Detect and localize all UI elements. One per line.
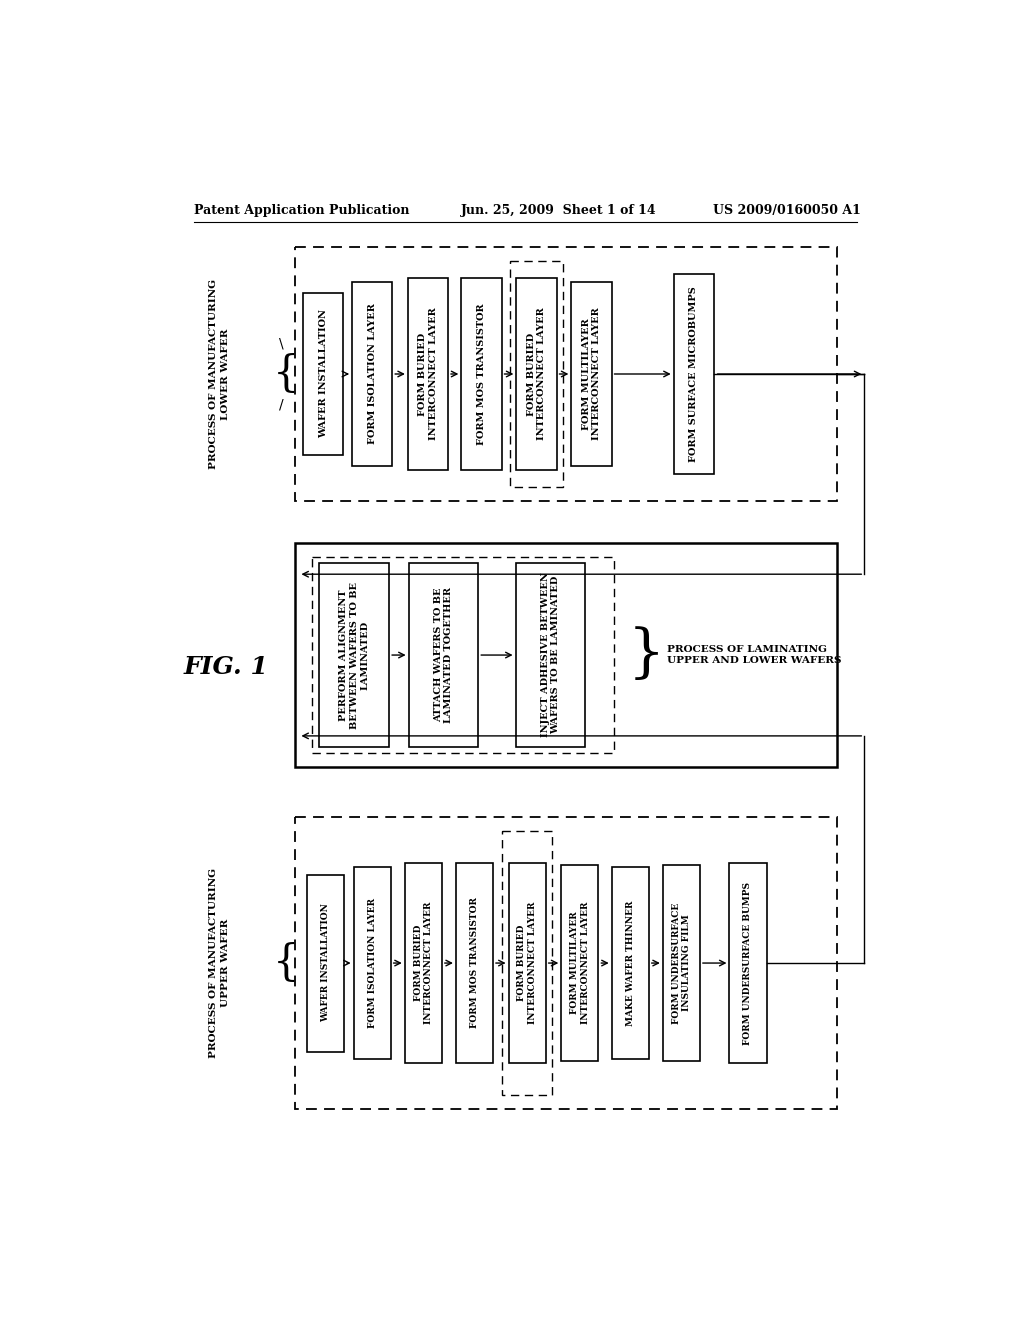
Text: FORM BURIED
INTERCONNECT LAYER: FORM BURIED INTERCONNECT LAYER	[414, 902, 433, 1024]
Text: FORM BURIED
INTERCONNECT LAYER: FORM BURIED INTERCONNECT LAYER	[517, 902, 537, 1024]
Text: FORM UNDERSURFACE BUMPS: FORM UNDERSURFACE BUMPS	[743, 882, 753, 1044]
Bar	[729, 863, 767, 1063]
Bar	[456, 863, 493, 1063]
Text: MAKE WAFER THINNER: MAKE WAFER THINNER	[626, 900, 635, 1026]
Text: PROCESS OF LAMINATING
UPPER AND LOWER WAFERS: PROCESS OF LAMINATING UPPER AND LOWER WA…	[667, 645, 841, 665]
Bar	[409, 562, 478, 747]
Text: WAFER INSTALLATION: WAFER INSTALLATION	[322, 904, 330, 1023]
Text: Patent Application Publication: Patent Application Publication	[194, 205, 410, 218]
Bar	[408, 277, 449, 470]
Text: FORM UNDERSURFACE
INSULATING FILM: FORM UNDERSURFACE INSULATING FILM	[672, 903, 691, 1024]
Bar	[561, 865, 598, 1061]
Text: /: /	[280, 397, 284, 412]
Text: FORM MULTILAYER
INTERCONNECT LAYER: FORM MULTILAYER INTERCONNECT LAYER	[582, 308, 601, 441]
Bar	[510, 261, 563, 487]
Text: US 2009/0160050 A1: US 2009/0160050 A1	[713, 205, 861, 218]
Text: PERFORM ALIGNMENT
BETWEEN WAFERS TO BE
LAMINATED: PERFORM ALIGNMENT BETWEEN WAFERS TO BE L…	[339, 582, 370, 729]
Bar	[663, 865, 700, 1061]
Text: FORM SURFACE MICROBUMPS: FORM SURFACE MICROBUMPS	[689, 286, 698, 462]
Text: }: }	[628, 627, 665, 682]
Text: FORM MOS TRANSISTOR: FORM MOS TRANSISTOR	[470, 898, 479, 1028]
Bar	[307, 874, 344, 1052]
Bar	[353, 867, 391, 1059]
Text: FORM MOS TRANSISTOR: FORM MOS TRANSISTOR	[477, 304, 486, 445]
Bar	[295, 544, 838, 767]
Text: FORM MULTILAYER
INTERCONNECT LAYER: FORM MULTILAYER INTERCONNECT LAYER	[570, 902, 590, 1024]
Bar	[674, 275, 714, 474]
Bar	[404, 863, 442, 1063]
Text: INJECT ADHESIVE BETWEEN
WAFERS TO BE LAMINATED: INJECT ADHESIVE BETWEEN WAFERS TO BE LAM…	[541, 573, 560, 738]
Bar	[516, 277, 557, 470]
Bar	[319, 562, 389, 747]
Text: {: {	[272, 352, 299, 395]
Text: FORM BURIED
INTERCONNECT LAYER: FORM BURIED INTERCONNECT LAYER	[418, 308, 437, 441]
Bar	[352, 281, 392, 466]
Text: FORM BURIED
INTERCONNECT LAYER: FORM BURIED INTERCONNECT LAYER	[526, 308, 546, 441]
Bar	[503, 830, 552, 1096]
Text: {: {	[272, 942, 299, 983]
Bar	[611, 867, 649, 1059]
Bar	[571, 281, 611, 466]
Text: WAFER INSTALLATION: WAFER INSTALLATION	[318, 310, 328, 438]
Bar	[515, 562, 586, 747]
Bar	[311, 557, 614, 752]
Text: ATTACH WAFERS TO BE
LAMINATED TOGETHER: ATTACH WAFERS TO BE LAMINATED TOGETHER	[434, 587, 454, 723]
Bar	[295, 817, 838, 1109]
Bar	[509, 863, 546, 1063]
Bar	[461, 277, 502, 470]
Text: FORM ISOLATION LAYER: FORM ISOLATION LAYER	[368, 304, 377, 445]
Bar	[303, 293, 343, 455]
Text: FIG. 1: FIG. 1	[183, 655, 268, 678]
Text: PROCESS OF MANUFACTURING
UPPER WAFER: PROCESS OF MANUFACTURING UPPER WAFER	[209, 869, 229, 1059]
Text: PROCESS OF MANUFACTURING
LOWER WAFER: PROCESS OF MANUFACTURING LOWER WAFER	[209, 279, 229, 469]
Bar	[295, 247, 838, 502]
Text: Jun. 25, 2009  Sheet 1 of 14: Jun. 25, 2009 Sheet 1 of 14	[461, 205, 656, 218]
Text: FORM ISOLATION LAYER: FORM ISOLATION LAYER	[368, 898, 377, 1028]
Text: \: \	[280, 337, 284, 350]
